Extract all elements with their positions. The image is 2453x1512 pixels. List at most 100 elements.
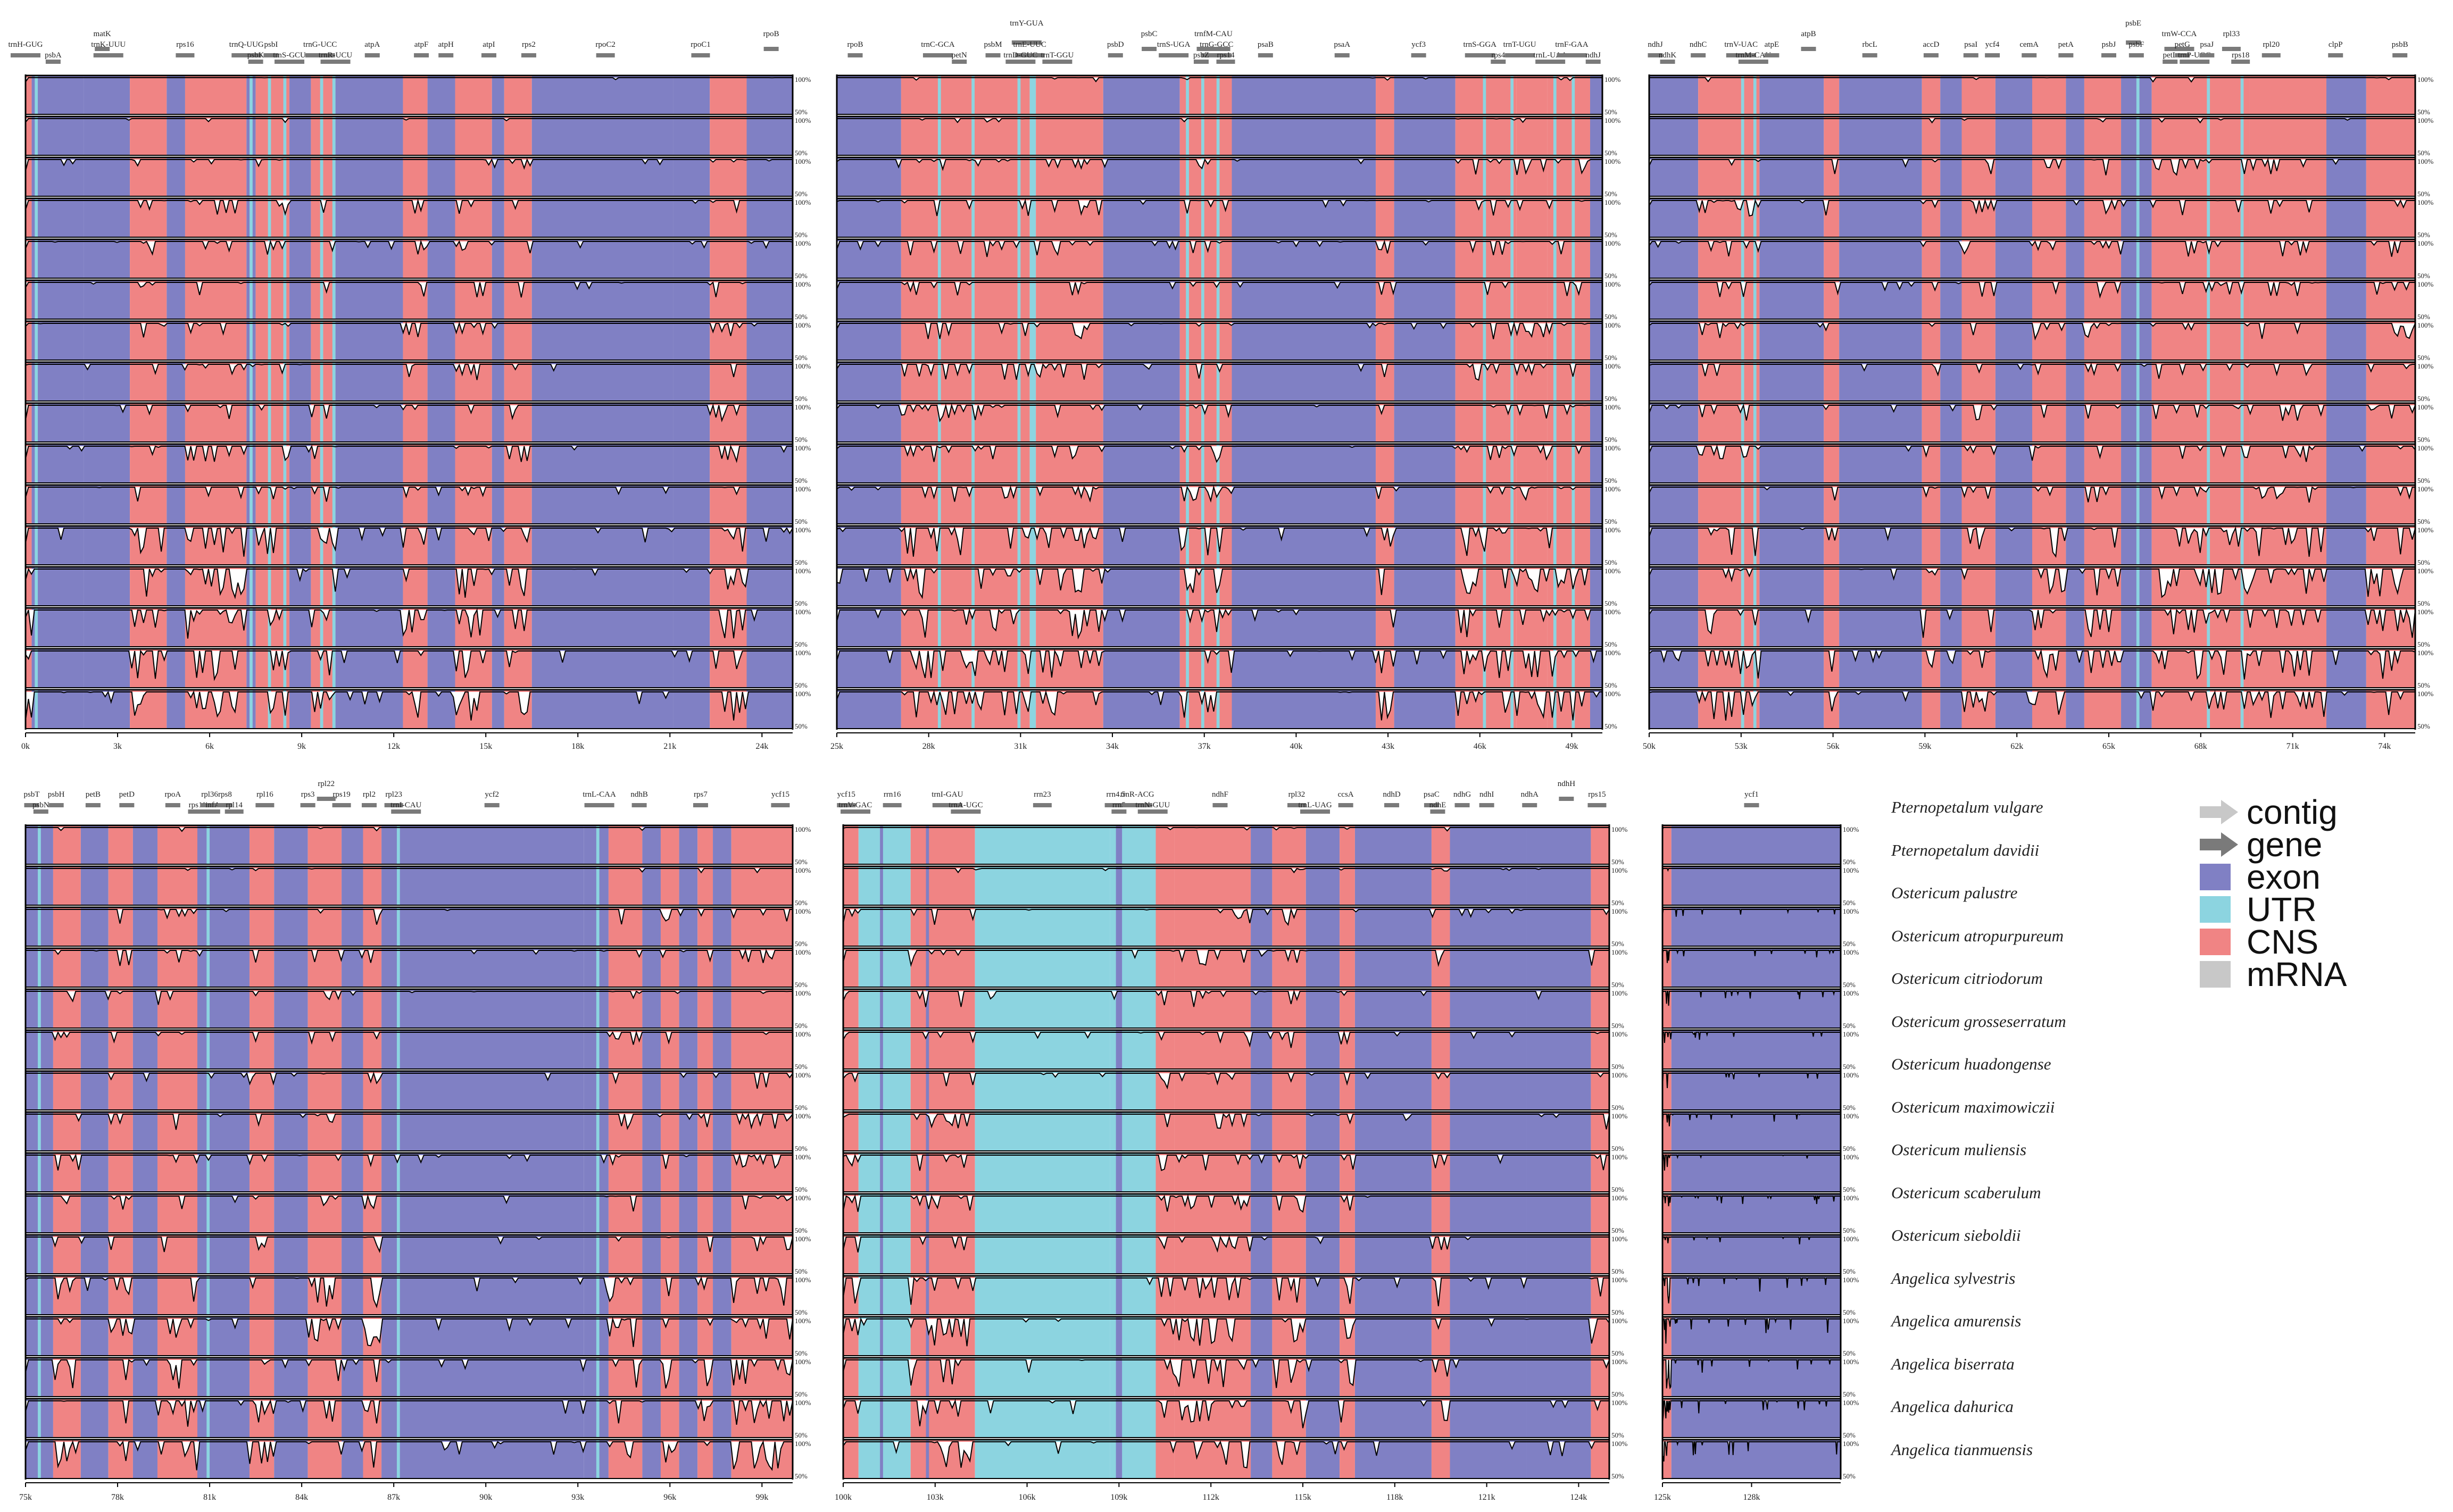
region-cns xyxy=(307,866,342,905)
region-exon xyxy=(1995,198,2032,237)
region-utr xyxy=(1571,280,1575,319)
region-exon xyxy=(84,690,130,729)
region-cns xyxy=(1662,907,1672,946)
region-exon xyxy=(1450,1399,1527,1438)
region-exon xyxy=(926,989,929,1028)
region-exon xyxy=(1232,76,1376,114)
region-cns xyxy=(2249,198,2326,237)
region-cns xyxy=(26,321,32,360)
gene-label: psbF xyxy=(2128,40,2144,49)
species-label: Ostericum grosseserratum xyxy=(1891,1012,2066,1031)
gene-arrow xyxy=(1535,60,1566,64)
gene-arrow xyxy=(1764,53,1780,57)
region-cns xyxy=(250,825,275,864)
region-cns xyxy=(710,76,747,114)
region-exon xyxy=(1116,1317,1122,1356)
region-utr xyxy=(1216,116,1220,155)
region-cns xyxy=(250,1194,275,1233)
region-exon xyxy=(427,116,455,155)
pct-label: 50% xyxy=(1604,149,1617,157)
region-exon xyxy=(31,444,84,483)
region-utr xyxy=(1201,649,1204,688)
region-cns xyxy=(901,239,1030,278)
region-exon xyxy=(926,1153,929,1192)
region-exon xyxy=(673,567,710,606)
region-utr xyxy=(2240,485,2244,524)
gene-label: rps15 xyxy=(1588,790,1606,799)
region-exon xyxy=(1306,1194,1340,1233)
gene-arrow xyxy=(2101,53,2116,57)
region-cns xyxy=(185,403,247,442)
region-utr xyxy=(1510,362,1514,401)
region-utr xyxy=(1483,321,1486,360)
gene-label: trnA-UGC xyxy=(949,801,983,809)
identity-line xyxy=(1662,1318,1841,1344)
region-exon xyxy=(492,690,504,729)
region-exon xyxy=(746,198,793,237)
x-tick-label: 31k xyxy=(1014,742,1027,751)
region-exon xyxy=(2326,76,2366,114)
region-utr xyxy=(596,1399,600,1438)
x-tick-label: 3k xyxy=(113,742,122,751)
region-utr xyxy=(937,403,941,442)
pct-label: 50% xyxy=(795,981,808,989)
region-exon xyxy=(713,866,731,905)
region-utr xyxy=(1741,321,1744,360)
identity-track: 100%50% xyxy=(843,1357,1628,1398)
region-utr xyxy=(206,1071,210,1110)
region-utr xyxy=(975,1399,1110,1438)
region-cns xyxy=(843,866,859,905)
identity-gap xyxy=(837,323,1602,339)
x-tick-label: 115k xyxy=(1294,1493,1311,1502)
region-exon xyxy=(1590,239,1602,278)
region-exon xyxy=(642,1153,661,1192)
x-tick-label: 75k xyxy=(19,1493,32,1502)
gene-arrow xyxy=(2022,53,2037,57)
region-cns xyxy=(1340,907,1355,946)
region-utr xyxy=(206,1235,210,1274)
gene-arrow xyxy=(165,803,180,807)
region-cns xyxy=(1376,116,1394,155)
x-tick-label: 106k xyxy=(1019,1493,1036,1502)
pct-label: 100% xyxy=(2417,485,2434,493)
pct-label: 100% xyxy=(795,76,811,83)
pct-label: 50% xyxy=(795,558,808,566)
exon-swatch xyxy=(2200,864,2231,890)
region-exon xyxy=(342,948,363,987)
gene-arrow xyxy=(883,803,902,807)
region-exon xyxy=(713,1235,731,1274)
region-exon xyxy=(132,1317,158,1356)
region-exon xyxy=(1394,649,1456,688)
region-utr xyxy=(283,526,287,565)
gene-label: ndhA xyxy=(1521,790,1539,799)
identity-track: 100%50% xyxy=(1662,1234,1859,1275)
region-cns xyxy=(731,1071,793,1110)
pct-label: 50% xyxy=(795,1390,808,1398)
region-exon xyxy=(1232,362,1376,401)
identity-gap xyxy=(26,1032,793,1045)
identity-track: 100%50% xyxy=(836,156,1621,198)
pct-label: 50% xyxy=(1611,1022,1624,1030)
region-exon xyxy=(837,526,901,565)
region-exon xyxy=(880,1276,883,1315)
gene-arrow xyxy=(93,53,123,57)
pct-label: 100% xyxy=(795,907,811,915)
pct-label: 50% xyxy=(2417,108,2430,116)
region-exon xyxy=(1759,649,1824,688)
utr-swatch xyxy=(2200,896,2231,923)
region-exon xyxy=(1759,526,1824,565)
region-utr xyxy=(858,1030,911,1069)
region-utr xyxy=(38,866,41,905)
region-utr xyxy=(1186,608,1189,647)
region-cns xyxy=(2151,76,2185,114)
region-cns xyxy=(1272,866,1306,905)
region-exon xyxy=(381,1358,584,1397)
region-cns xyxy=(1036,239,1103,278)
region-exon xyxy=(1306,825,1340,864)
identity-track: 100%50% xyxy=(25,648,811,689)
region-exon xyxy=(197,1030,250,1069)
region-utr xyxy=(975,1030,1110,1069)
gene-arrow xyxy=(2126,40,2141,45)
region-utr xyxy=(1029,321,1036,360)
pct-label: 50% xyxy=(795,1349,808,1357)
